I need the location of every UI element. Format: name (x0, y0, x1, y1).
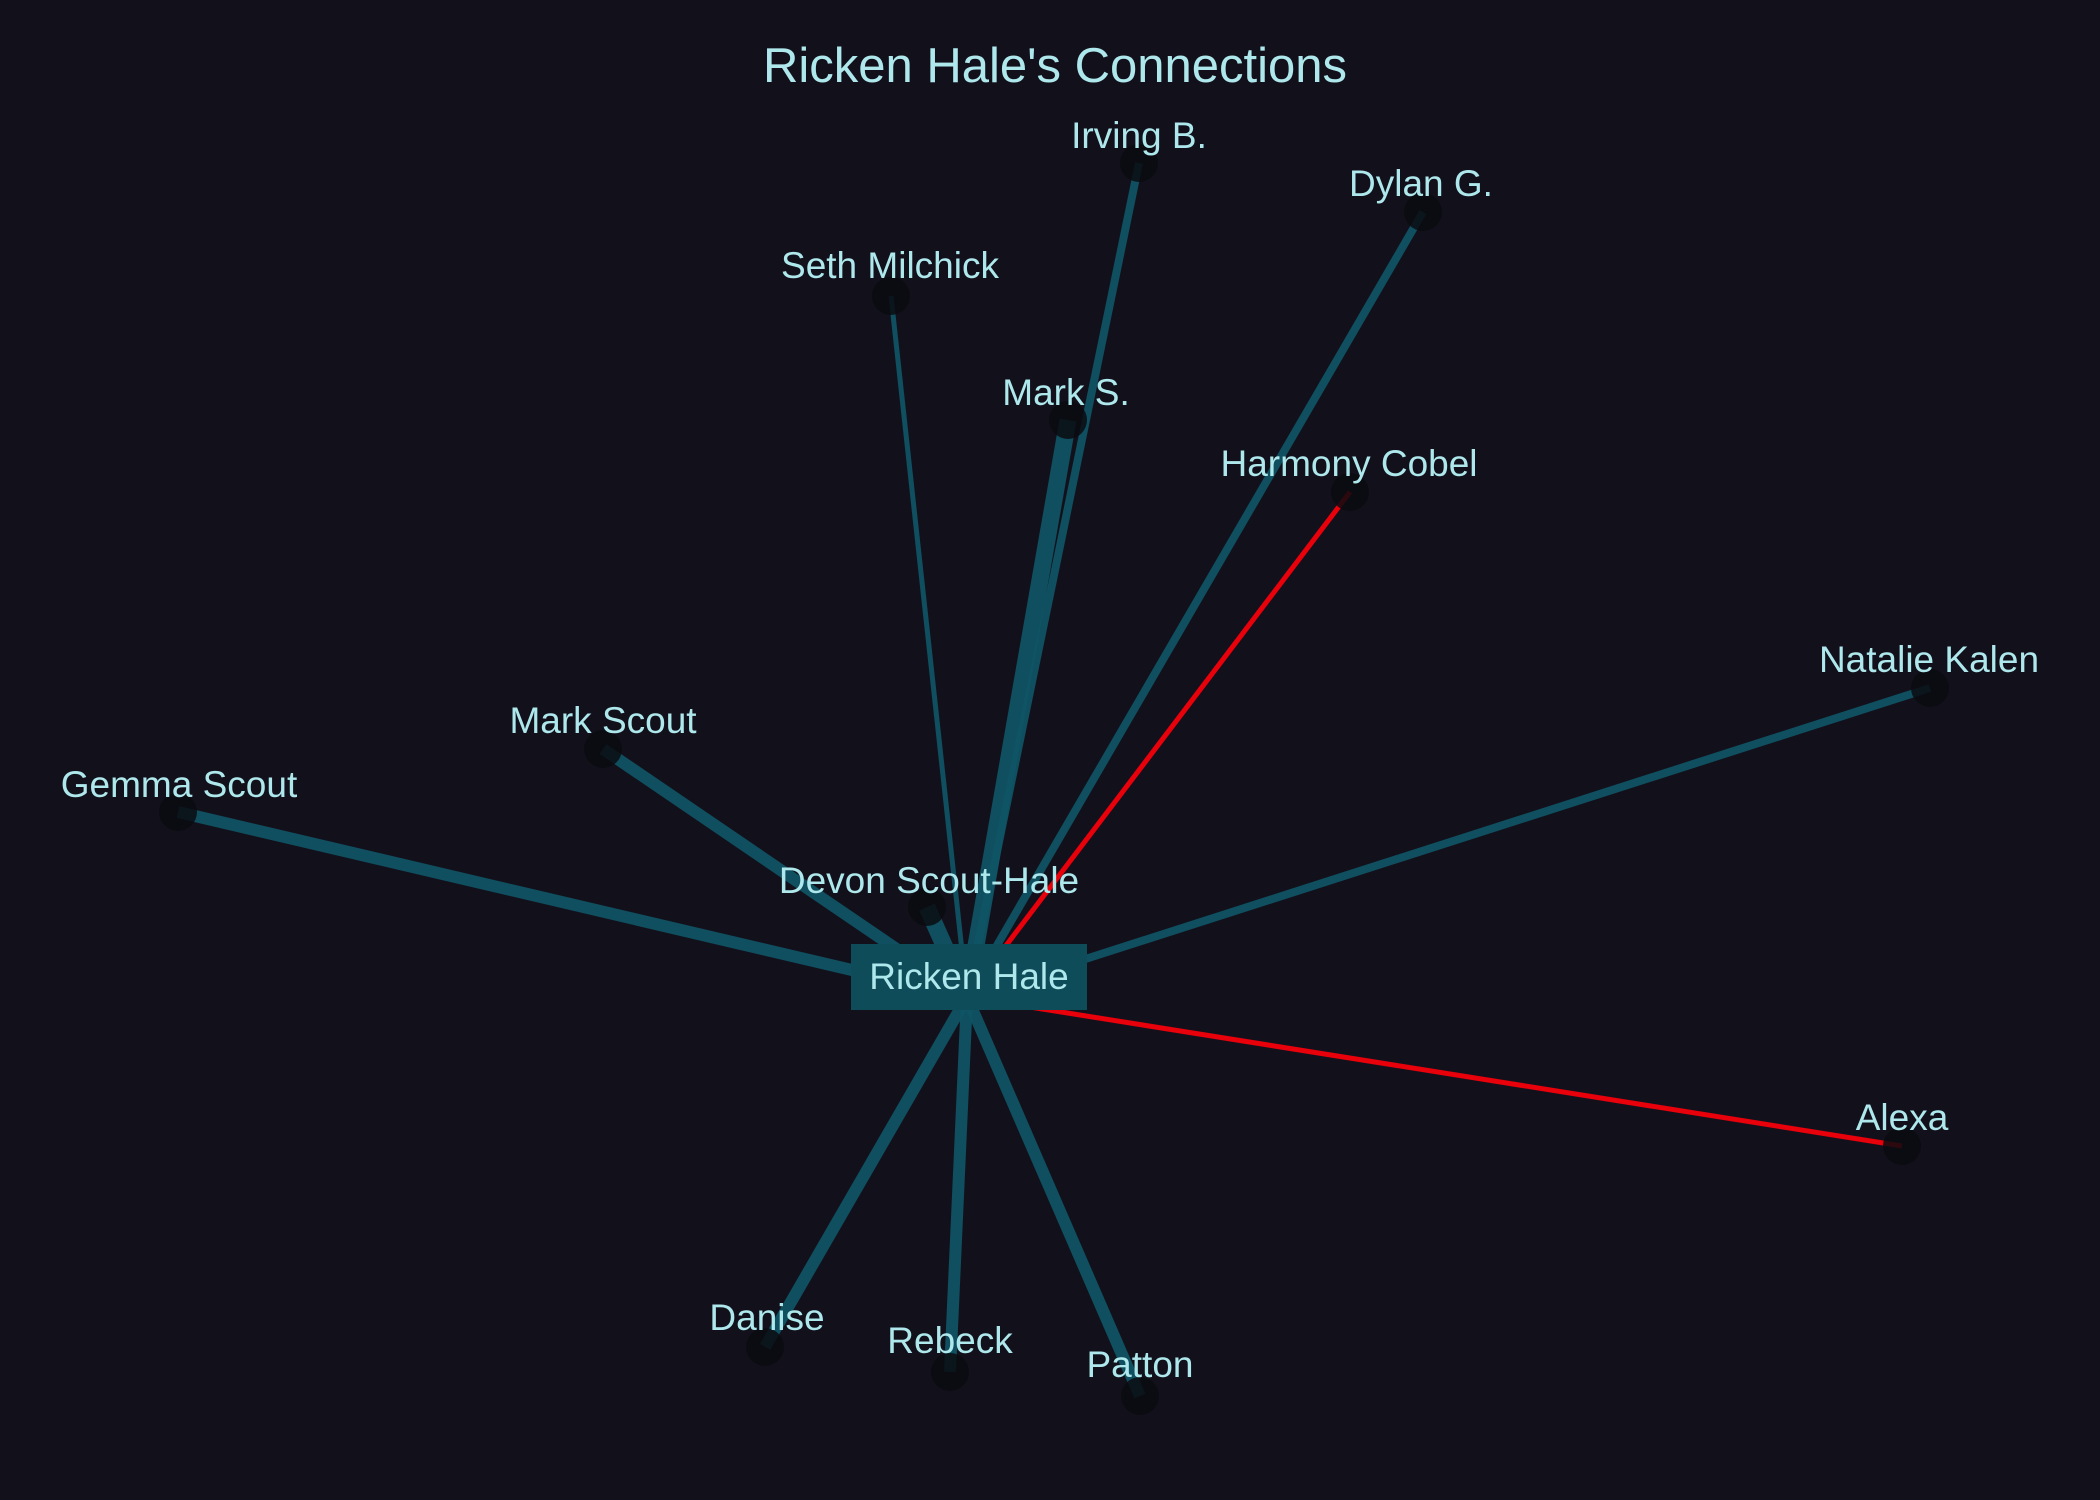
node-label-alexa: Alexa (1856, 1097, 1949, 1138)
edge-natalie (965, 684, 1932, 1001)
center-node-box (851, 944, 1087, 1010)
node-seth[interactable] (872, 277, 910, 315)
node-label-harmony: Harmony Cobel (1220, 443, 1477, 484)
edges-layer (176, 162, 1932, 1399)
edge-harmony (965, 490, 1352, 999)
edge-rebeck (944, 996, 973, 1373)
node-danise[interactable] (746, 1328, 784, 1366)
node-markscout[interactable] (584, 730, 622, 768)
node-natalie[interactable] (1911, 669, 1949, 707)
node-alexa[interactable] (1883, 1127, 1921, 1165)
node-label-gemma: Gemma Scout (61, 764, 298, 805)
diagram-title: Ricken Hale's Connections (763, 39, 1347, 93)
node-harmony[interactable] (1331, 473, 1369, 511)
node-label-devon: Devon Scout-Hale (779, 860, 1079, 901)
node-gemma[interactable] (159, 793, 197, 831)
node-label-markscout: Mark Scout (509, 700, 697, 741)
edge-patton (961, 994, 1146, 1399)
edge-alexa (966, 994, 1903, 1149)
edge-dylan (963, 209, 1427, 1000)
node-irving[interactable] (1120, 144, 1158, 182)
node-label-danise: Danise (709, 1297, 824, 1338)
edge-gemma (176, 806, 969, 1003)
nodes-layer (159, 144, 1949, 1415)
edge-marks (958, 418, 1077, 999)
node-label-seth: Seth Milchick (781, 245, 999, 286)
node-label-marks: Mark S. (1002, 372, 1129, 413)
labels-layer: Irving B. Dylan G. Seth Milchick Mark S. Har… (61, 115, 2039, 1385)
node-rebeck[interactable] (931, 1353, 969, 1391)
node-label-dylan: Dylan G. (1349, 163, 1493, 204)
node-label-rebeck: Rebeck (887, 1320, 1013, 1361)
center-node[interactable]: Ricken Hale (851, 944, 1087, 1010)
node-patton[interactable] (1121, 1377, 1159, 1415)
node-label-patton: Patton (1087, 1344, 1194, 1385)
center-node-label: Ricken Hale (869, 956, 1068, 997)
node-label-irving: Irving B. (1071, 115, 1207, 156)
edge-seth (888, 295, 970, 998)
node-devon[interactable] (908, 888, 946, 926)
node-dylan[interactable] (1404, 193, 1442, 231)
edge-danise (759, 994, 973, 1350)
node-label-natalie: Natalie Kalen (1819, 639, 2039, 680)
node-marks[interactable] (1049, 401, 1087, 439)
